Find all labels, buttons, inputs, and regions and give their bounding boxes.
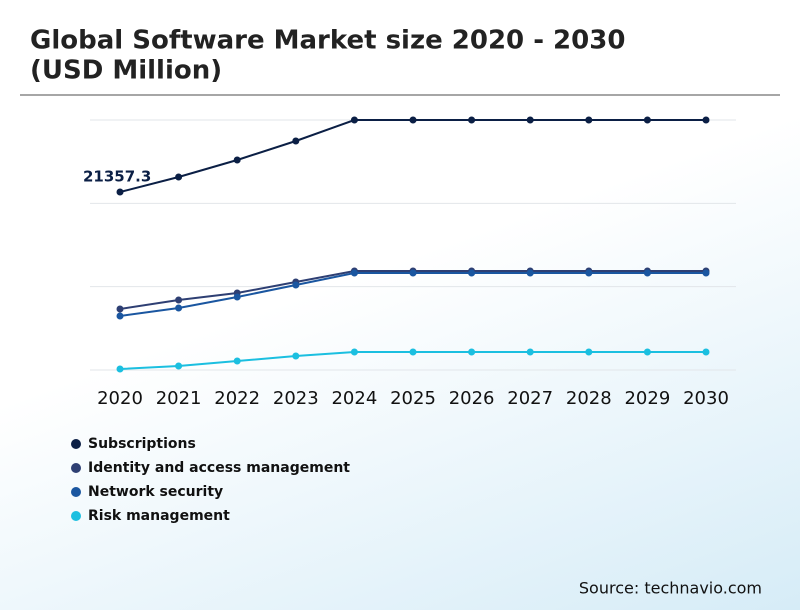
x-tick-label: 2029 [624, 388, 670, 409]
legend-label: Network security [88, 484, 223, 500]
legend-marker [71, 439, 81, 449]
series-line [119, 272, 706, 317]
x-tick-label: 2025 [390, 388, 436, 409]
point [702, 269, 710, 277]
point [292, 281, 300, 289]
point [409, 348, 417, 356]
legend-marker [71, 463, 81, 473]
chart-subtitle: (USD Million) [30, 56, 222, 86]
point [116, 312, 124, 320]
point [175, 173, 183, 181]
x-tick-label: 2027 [507, 388, 553, 409]
point [233, 357, 241, 365]
point [350, 269, 358, 277]
point [233, 293, 241, 301]
point [468, 269, 476, 277]
chart-title: Global Software Market size 2020 - 2030 [30, 26, 625, 56]
legend-marker [71, 487, 81, 497]
point [643, 116, 651, 124]
point [526, 116, 534, 124]
x-tick-label: 2020 [97, 388, 143, 409]
x-tick-label: 2030 [683, 388, 729, 409]
legend-label: Subscriptions [88, 436, 196, 452]
point [585, 348, 593, 356]
point [643, 348, 651, 356]
point [526, 348, 534, 356]
point [175, 304, 183, 312]
data-label: 21357.3 [83, 168, 151, 186]
source: Source: technavio.com [579, 579, 762, 598]
point [585, 116, 593, 124]
x-tick-label: 2028 [566, 388, 612, 409]
x-tick-label: 2022 [214, 388, 260, 409]
x-tick-label: 2023 [273, 388, 319, 409]
point [233, 156, 241, 164]
point [350, 348, 358, 356]
point [526, 269, 534, 277]
x-tick-label: 2021 [156, 388, 202, 409]
x-tick-label: 2024 [331, 388, 377, 409]
point [292, 137, 300, 145]
x-tick-label: 2026 [449, 388, 495, 409]
legend-marker [71, 511, 81, 521]
series-line [119, 119, 706, 193]
legend-label: Identity and access management [88, 460, 350, 476]
point [409, 269, 417, 277]
point [116, 365, 124, 373]
point [116, 188, 124, 196]
point [702, 348, 710, 356]
point [468, 116, 476, 124]
point [292, 352, 300, 360]
point [116, 305, 124, 313]
point [702, 116, 710, 124]
point [409, 116, 417, 124]
point [175, 362, 183, 370]
point [175, 296, 183, 304]
point [643, 269, 651, 277]
legend-label: Risk management [88, 508, 230, 524]
point [468, 348, 476, 356]
point [585, 269, 593, 277]
point [350, 116, 358, 124]
